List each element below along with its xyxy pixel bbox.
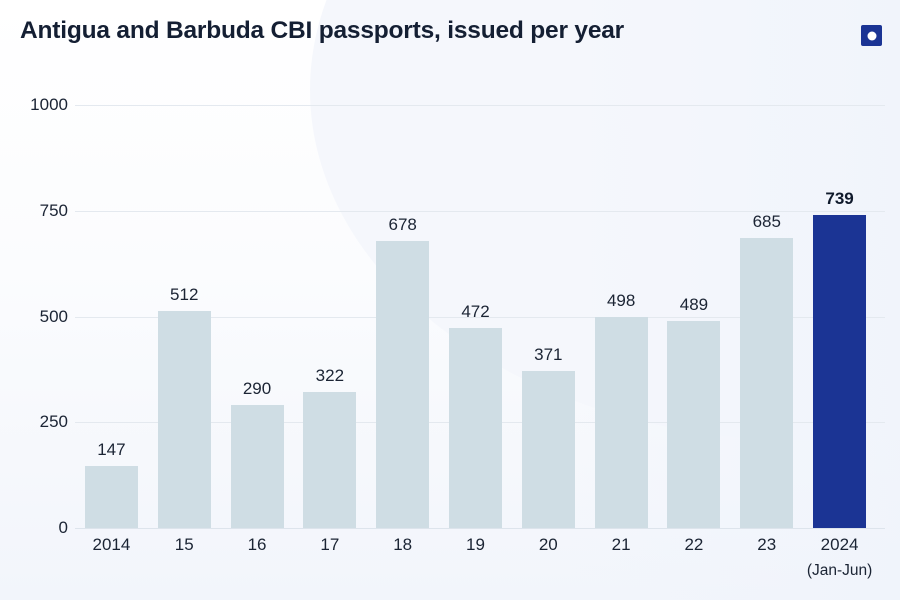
x-axis-tick: 22	[658, 532, 731, 558]
y-axis-tick-label: 250	[39, 412, 68, 432]
bar-value-label: 322	[315, 365, 345, 385]
bar-series: 147 512 290 322 678 472 371 498 489 685 739	[75, 105, 876, 528]
bar[interactable]	[521, 371, 575, 528]
x-axis-tick: 21	[585, 532, 658, 558]
chart-header: Antigua and Barbuda CBI passports, issue…	[0, 0, 900, 70]
page-title: Antigua and Barbuda CBI passports, issue…	[20, 17, 625, 44]
x-axis-tick: 23	[730, 532, 803, 558]
bar[interactable]	[667, 321, 721, 528]
bar[interactable]	[157, 311, 211, 528]
gridline	[75, 105, 885, 106]
x-axis-tick-label: 2014	[92, 535, 131, 554]
y-axis-tick-label: 0	[58, 518, 68, 537]
bar-group[interactable]: 512	[157, 105, 211, 528]
x-axis-tick: 18	[366, 532, 439, 558]
x-axis-tick-label: 16	[247, 535, 267, 554]
bar-value-label: 371	[534, 345, 563, 365]
bar-group[interactable]: 685	[740, 105, 794, 528]
y-axis-tick-label: 750	[39, 200, 68, 220]
bar-group[interactable]: 678	[376, 105, 430, 528]
bar-group[interactable]: 739	[813, 105, 867, 528]
x-axis: 2014 15 16 17 18 19 20 21 22 23 2024 (Jan-Jun)	[75, 532, 876, 600]
gridline	[75, 316, 885, 318]
bar[interactable]	[376, 241, 430, 528]
bar-group[interactable]: 489	[667, 105, 721, 528]
bar[interactable]	[594, 317, 648, 528]
bar-group[interactable]: 498	[594, 105, 648, 528]
y-axis-tick-label: 1000	[30, 95, 68, 114]
bar-value-label: 739	[825, 189, 854, 209]
x-axis-tick-label: 21	[611, 535, 631, 554]
bar-group[interactable]: 371	[521, 105, 575, 528]
bar-group[interactable]: 290	[230, 105, 284, 528]
bar-highlighted[interactable]	[813, 215, 867, 528]
bar[interactable]	[230, 405, 284, 528]
bar-value-label: 147	[97, 439, 126, 459]
bar-value-label: 685	[752, 212, 781, 232]
bar[interactable]	[84, 465, 138, 528]
x-axis-tick-label: 20	[538, 535, 558, 554]
x-axis-tick: 15	[148, 532, 221, 558]
bar-value-label: 489	[679, 295, 709, 315]
x-axis-tick-label: 15	[174, 535, 194, 554]
x-axis-tick: 19	[439, 532, 512, 558]
x-axis-tick: 20	[512, 532, 585, 558]
x-axis-tick-label: 17	[320, 535, 340, 554]
x-axis-tick: 2014	[75, 532, 148, 558]
y-axis: 0 250 500 750 1000	[0, 95, 68, 537]
x-axis-tick-sublabel: (Jan-Jun)	[806, 562, 873, 579]
bar-value-label: 498	[606, 291, 636, 311]
gridline	[75, 528, 885, 529]
bar[interactable]	[303, 391, 357, 528]
square-dot-icon	[861, 25, 882, 46]
x-axis-tick: 16	[221, 532, 294, 558]
bar-value-label: 512	[170, 285, 199, 305]
bar[interactable]	[740, 238, 794, 528]
bar-group[interactable]: 147	[84, 105, 138, 528]
logo-dot	[867, 31, 876, 40]
x-axis-tick: 2024 (Jan-Jun)	[803, 532, 876, 584]
bar-value-label: 678	[388, 215, 417, 235]
x-axis-tick-label: 22	[684, 535, 704, 554]
bar-value-label: 472	[461, 302, 490, 322]
x-axis-tick-label: 19	[466, 535, 485, 554]
y-axis-tick-label: 500	[39, 306, 68, 326]
x-axis-tick-label: 2024	[820, 535, 859, 554]
x-axis-tick: 17	[293, 532, 366, 558]
bar-group[interactable]: 472	[449, 105, 502, 528]
bar-group[interactable]: 322	[303, 105, 357, 528]
x-axis-tick-label: 23	[757, 535, 777, 554]
bar[interactable]	[449, 328, 502, 528]
bar-value-label: 290	[242, 379, 272, 399]
x-axis-tick-label: 18	[393, 535, 413, 554]
gridline	[75, 210, 885, 212]
